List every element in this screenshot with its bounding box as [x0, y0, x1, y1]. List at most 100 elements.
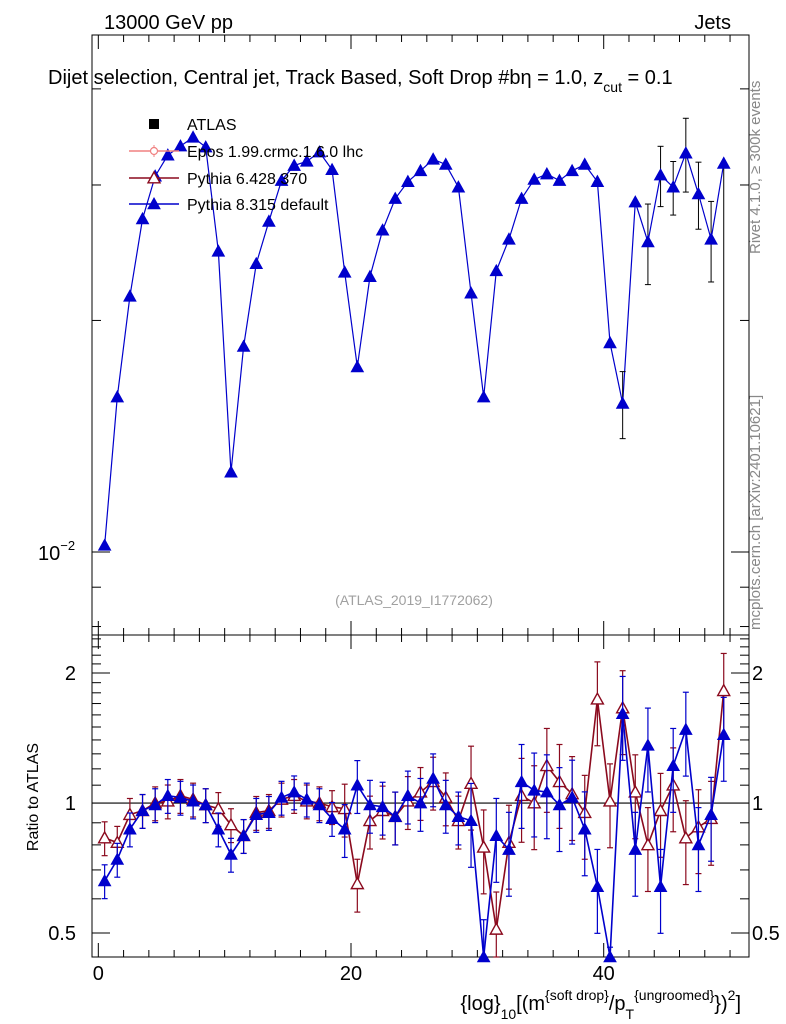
pythia8-ratio-point [502, 842, 516, 855]
x-axis-label: {log}10[(m{soft drop}/pT{ungroomed}})2] [461, 987, 742, 1022]
pythia8-main-point [438, 157, 453, 170]
pythia8-ratio-point [678, 722, 693, 735]
category-label: Jets [694, 12, 731, 34]
legend-label: Pythia 6.428 370 [187, 171, 307, 188]
pythia8-ratio-point [224, 847, 238, 860]
main-axes: 10−2 [38, 35, 749, 635]
pythia8-ratio-point [350, 778, 365, 791]
pythia8-main-point [299, 154, 314, 167]
pythia8-ratio-point [211, 822, 226, 835]
pythia8-main-point [312, 145, 327, 158]
pythia6-ratio-point [489, 921, 504, 935]
pythia8-ratio-point [388, 809, 403, 822]
pythia8-main-point [539, 166, 554, 180]
pythia8-main-point [590, 174, 605, 187]
pythia8-ratio-point [249, 807, 264, 820]
ratio-axes: 0 20 40 0.5 0.5 1 1 2 2 [48, 635, 780, 985]
pythia8-ratio-point [476, 949, 491, 963]
pythia8-ratio-point [274, 790, 289, 803]
pythia8-main-point [388, 191, 403, 204]
main-y-tick-label: 10−2 [38, 538, 75, 565]
ratio-y-tick-label-left: 1 [65, 793, 76, 815]
pythia8-main-point [666, 180, 681, 193]
pythia6-ratio-point [590, 691, 605, 705]
pythia8-ratio-point [653, 879, 668, 893]
legend-label: ATLAS [187, 117, 237, 134]
pythia8-ratio-point [198, 797, 213, 811]
pythia8-ratio-point [160, 788, 175, 801]
pythia8-ratio-point [716, 727, 731, 740]
pythia8-main-point [236, 339, 251, 352]
pythia8-ratio-point [628, 842, 643, 855]
legend: ATLAS Epos 1.99.crmc.1.6.0 lhc Pythia 6.42… [129, 117, 363, 214]
pythia8-ratio-point [527, 783, 542, 796]
pythia8-main-point [476, 390, 491, 403]
pythia6-ratio-point [350, 876, 365, 890]
pythia8-ratio-point [565, 790, 579, 803]
pythia8-ratio-point [552, 797, 567, 811]
plot-title-main: Dijet selection, Central jet, Track Base… [48, 67, 520, 89]
pythia8-main-point [375, 223, 390, 236]
pythia8-ratio-point [110, 852, 125, 865]
pythia8-main-point [274, 173, 289, 186]
pythia8-main-point [691, 186, 706, 200]
pythia8-main-point [678, 146, 693, 159]
pythia8-ratio-point [299, 792, 314, 805]
legend-marker-epos [149, 146, 159, 156]
pythia8-ratio-point [514, 774, 529, 788]
pythia8-ratio-point [173, 790, 188, 803]
legend-label: Pythia 8.315 default [187, 197, 329, 214]
ratio-y-tick-label-right: 2 [752, 663, 763, 685]
ratio-series [97, 652, 731, 963]
pythia6-ratio-point [640, 837, 656, 851]
pythia6-ratio-point [97, 830, 112, 844]
pythia8-main-point [401, 174, 415, 187]
legend-label: Epos 1.99.crmc.1.6.0 lhc [187, 144, 363, 161]
pythia8-ratio-point [287, 785, 302, 798]
pythia8-ratio-point [413, 796, 428, 809]
mcplots-side-label: mcplots.cern.ch [arXiv:2401.10621] [747, 395, 764, 630]
plot-title-sub: cut [603, 79, 622, 95]
pythia8-main-point [249, 256, 264, 270]
pythia8-main-point [413, 163, 428, 177]
pythia8-main-point [325, 162, 339, 176]
pythia8-ratio-point [451, 809, 466, 822]
pythia8-ratio-point [312, 797, 327, 811]
pythia8-main-point [641, 234, 655, 248]
x-tick-label: 20 [340, 963, 362, 985]
pythia6-ratio-point [628, 784, 643, 798]
pythia8-ratio-point [438, 797, 453, 811]
pythia8-ratio-point [97, 873, 112, 887]
pythia8-main-point [603, 335, 617, 349]
pythia8-main-point [173, 139, 188, 152]
pythia8-main-line [104, 136, 725, 546]
pythia8-main-point [451, 180, 466, 193]
pythia8-main-point [363, 269, 377, 282]
pythia8-ratio-point [691, 837, 706, 851]
rivet-side-label: Rivet 4.1.0, ≥ 300k events [747, 81, 764, 254]
pythia8-ratio-point [539, 785, 554, 798]
pythia8-main-point [514, 191, 529, 204]
legend-marker-atlas [149, 119, 159, 129]
ratio-y-tick-label-right: 1 [752, 793, 763, 815]
pythia6-ratio-point [716, 683, 731, 697]
pythia8-ratio-point [577, 822, 592, 835]
pythia8-main-point [615, 396, 630, 409]
pythia8-main-point [287, 158, 302, 171]
pythia8-main-point [489, 263, 504, 277]
pythia8-main-point [110, 390, 125, 403]
pythia8-main-point [653, 168, 668, 181]
pythia8-ratio-point [603, 949, 617, 963]
pythia8-main-point [211, 244, 226, 257]
pythia8-ratio-point [666, 758, 681, 772]
pythia8-ratio-point [464, 813, 478, 827]
pythia8-main-point [186, 130, 200, 143]
pythia8-main-point [350, 359, 365, 373]
pythia8-main-point [704, 232, 718, 245]
plot-title-tail: = 0.1 [622, 67, 673, 89]
pythia8-main-point [123, 289, 137, 302]
pythia8-main-point [135, 211, 150, 225]
pythia8-ratio-point [704, 807, 718, 820]
pythia8-main-point [464, 286, 478, 299]
